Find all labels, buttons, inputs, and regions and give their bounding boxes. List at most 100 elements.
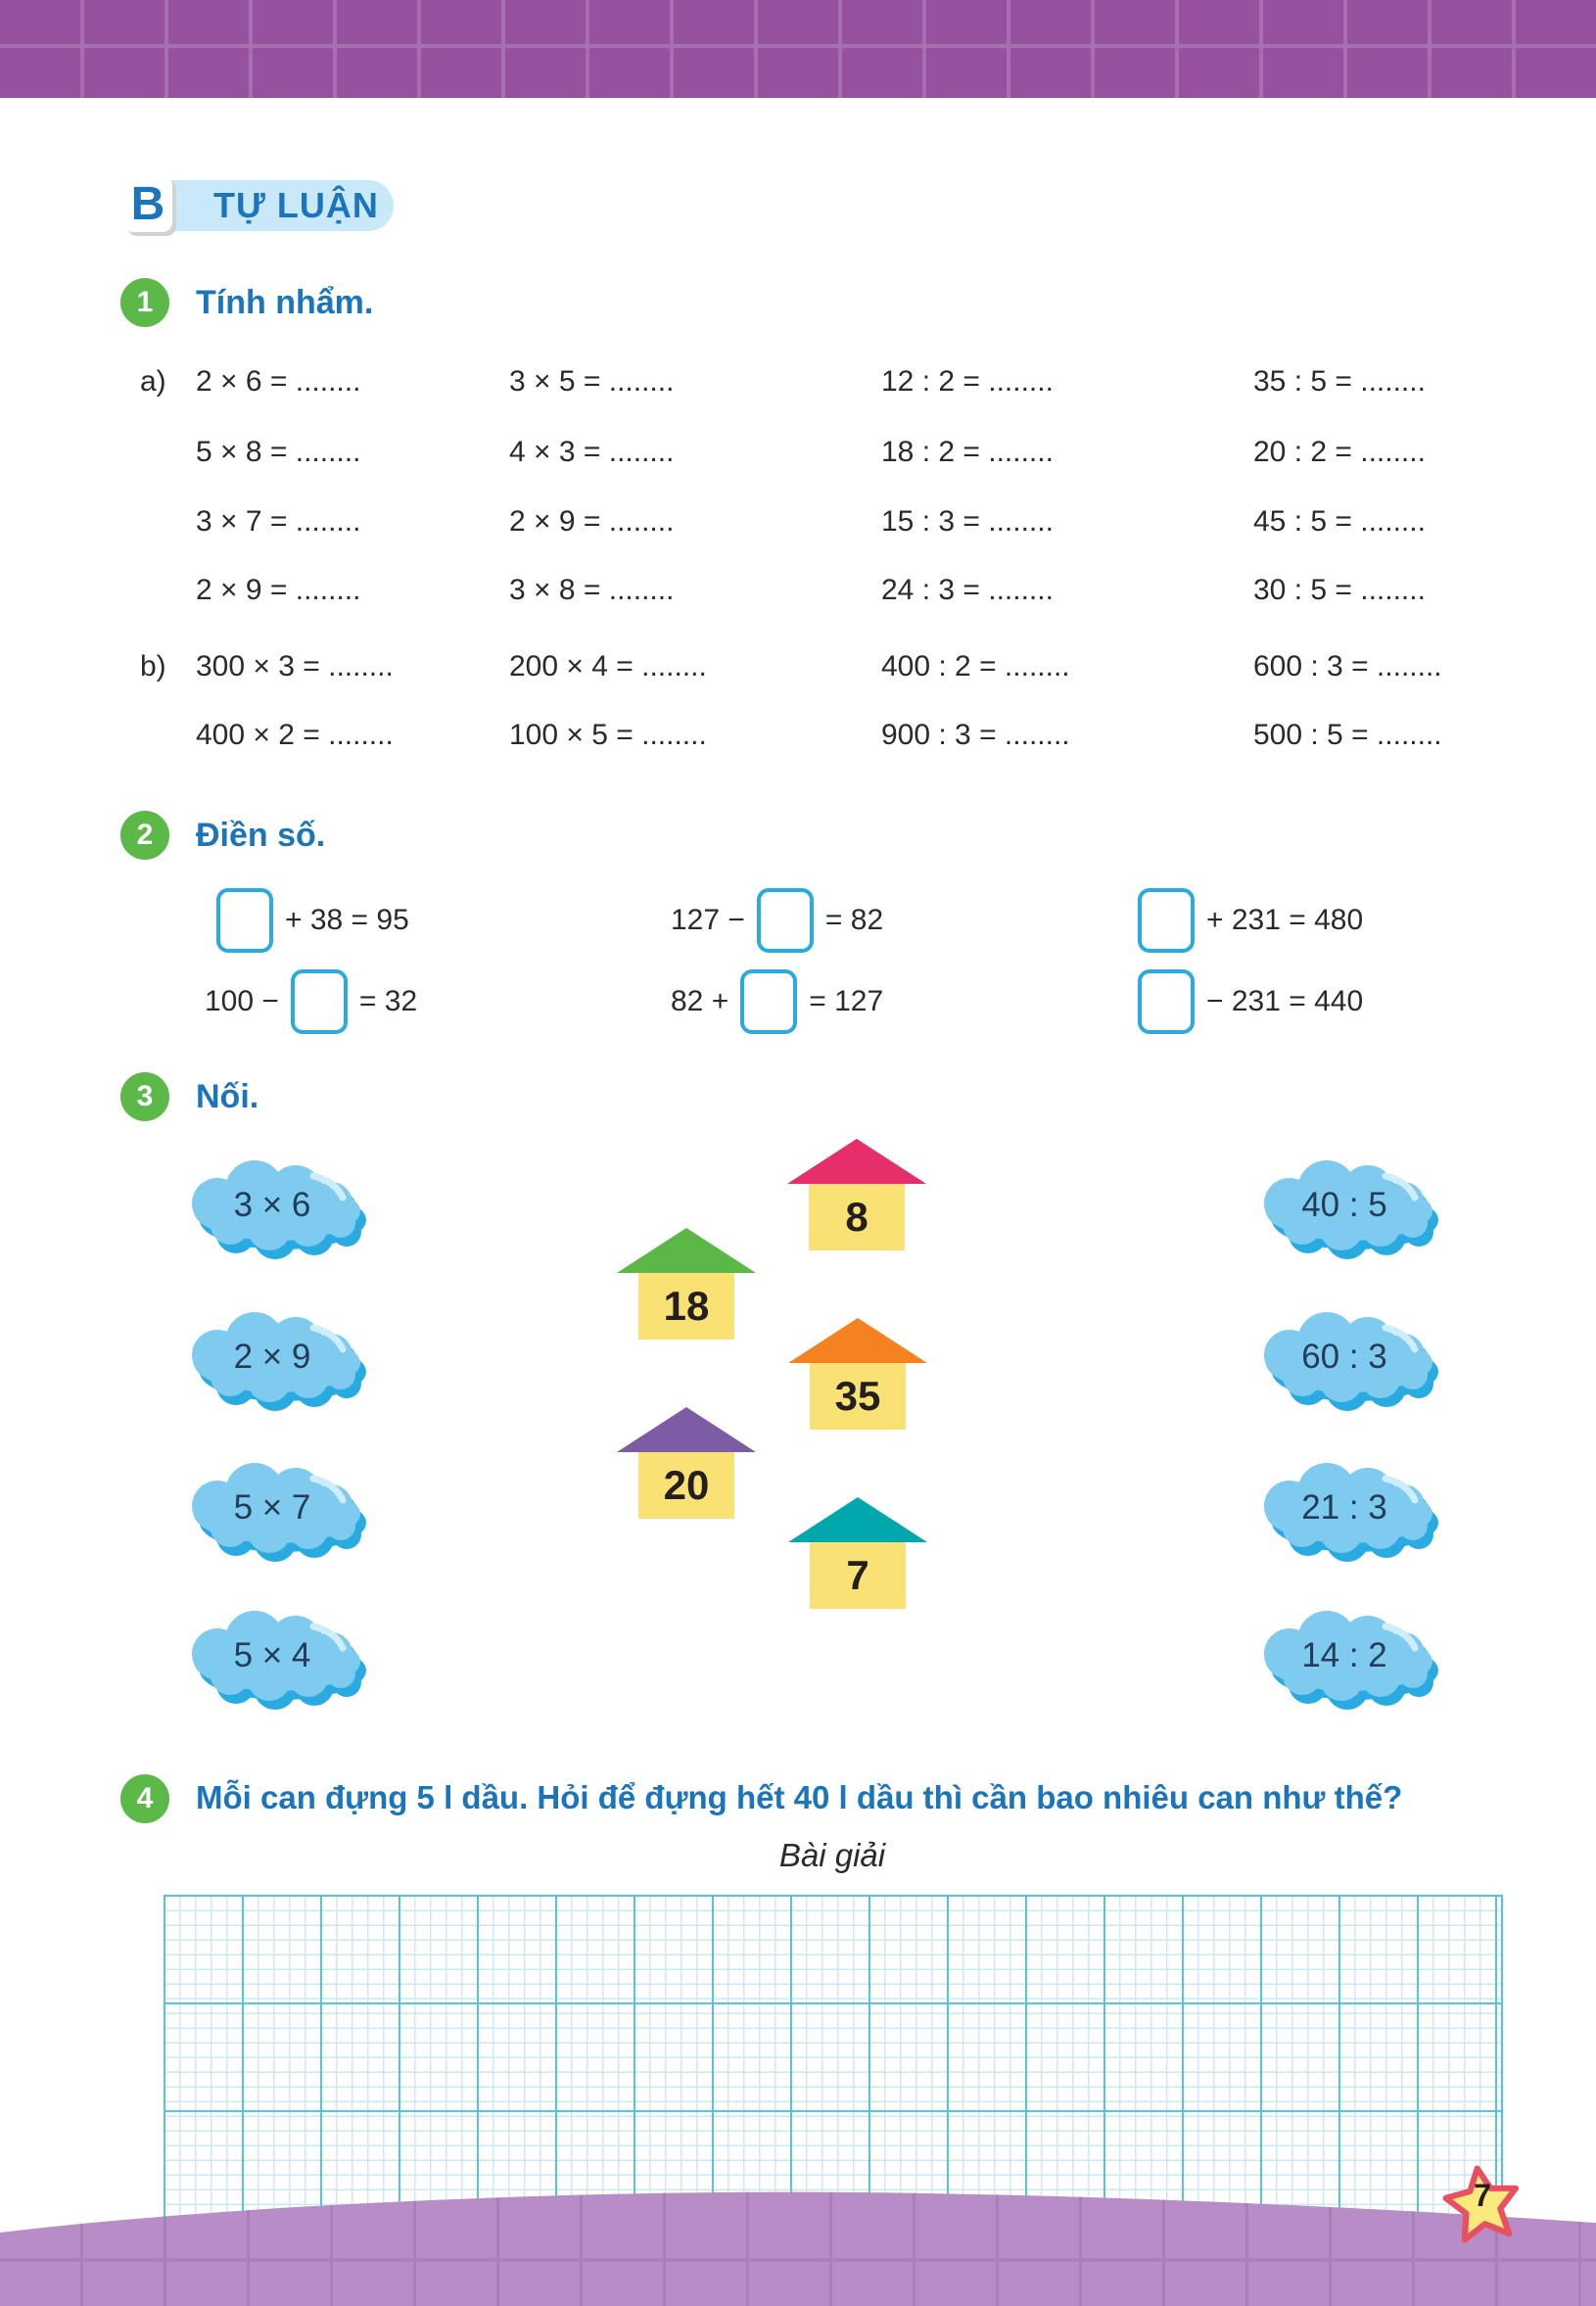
cloud-label: 5 × 7 [233, 1488, 311, 1527]
equation-row: 2 × 6 = ........ 3 × 5 = ........ 12 : 2… [196, 365, 1596, 404]
cloud-label: 21 : 3 [1301, 1488, 1387, 1527]
exercise1-title: Tính nhẩm. [196, 284, 374, 321]
fill-prefix: 82 + [671, 985, 729, 1017]
roof-triangle [788, 1318, 927, 1363]
answer-grid-paper[interactable] [164, 1895, 1503, 2222]
exercise3-title: Nối. [196, 1078, 259, 1115]
exercise2-title: Điền số. [196, 817, 326, 854]
house-number: 35 [810, 1363, 906, 1430]
fill-item: 127 − = 82 [671, 886, 883, 955]
equation: 2 × 9 = ........ [196, 574, 361, 606]
equation-row: 3 × 7 = ........ 2 × 9 = ........ 15 : 3… [196, 505, 1596, 544]
cloud-label: 5 × 4 [233, 1636, 311, 1674]
fill-prefix: 127 − [671, 904, 745, 936]
equation: 4 × 3 = ........ [509, 436, 675, 468]
equation-row: 300 × 3 = ........ 200 × 4 = ........ 40… [196, 650, 1596, 689]
fill-suffix: + 38 = 95 [285, 904, 409, 936]
fill-item: − 231 = 440 [1126, 967, 1363, 1036]
cloud-label: 3 × 6 [233, 1186, 311, 1224]
solution-label: Bài giải [778, 1837, 886, 1873]
equation: 200 × 4 = ........ [509, 650, 707, 682]
house-18[interactable]: 18 [617, 1228, 756, 1340]
part-a-label: a) [140, 365, 166, 398]
equation: 18 : 2 = ........ [881, 436, 1054, 468]
part-b-label: b) [140, 650, 166, 682]
exercise4-question: Mỗi can đựng 5 l dầu. Hỏi để đựng hết 40… [196, 1779, 1403, 1815]
answer-box[interactable] [1138, 888, 1195, 953]
section-title: TỰ LUẬN [213, 185, 379, 225]
fill-item: 100 − = 32 [205, 967, 417, 1036]
roof-triangle [617, 1228, 756, 1273]
equation: 20 : 2 = ........ [1253, 436, 1426, 468]
roof-triangle [787, 1139, 926, 1184]
cloud-right-3[interactable]: 21 : 3 [1248, 1457, 1454, 1565]
exercise1-badge: 1 [120, 278, 169, 327]
cloud-left-3[interactable]: 5 × 7 [176, 1457, 382, 1565]
fill-item: + 231 = 480 [1126, 886, 1363, 955]
equation: 300 × 3 = ........ [196, 650, 394, 682]
house-7[interactable]: 7 [788, 1497, 927, 1609]
answer-box[interactable] [216, 888, 273, 953]
equation-row: 2 × 9 = ........ 3 × 8 = ........ 24 : 3… [196, 574, 1596, 613]
equation: 600 : 3 = ........ [1253, 650, 1442, 682]
fill-suffix: = 127 [809, 985, 884, 1017]
house-number: 20 [638, 1452, 734, 1519]
page-number: 7 [1474, 2178, 1491, 2213]
answer-box[interactable] [290, 969, 348, 1034]
header-band [0, 0, 1596, 98]
cloud-label: 40 : 5 [1301, 1186, 1387, 1224]
equation: 400 : 2 = ........ [881, 650, 1070, 682]
equation: 500 : 5 = ........ [1253, 719, 1442, 751]
cloud-right-4[interactable]: 14 : 2 [1248, 1605, 1454, 1713]
fill-suffix: + 231 = 480 [1206, 904, 1364, 936]
equation: 900 : 3 = ........ [881, 719, 1070, 751]
answer-box[interactable] [756, 888, 814, 953]
equation: 2 × 9 = ........ [509, 505, 675, 538]
exercise2-badge: 2 [120, 811, 169, 860]
equation: 3 × 7 = ........ [196, 505, 361, 538]
house-number: 7 [810, 1542, 906, 1609]
fill-item: 82 + = 127 [671, 967, 883, 1036]
section-letter-badge: B [123, 175, 172, 232]
house-8[interactable]: 8 [787, 1139, 926, 1250]
cloud-right-2[interactable]: 60 : 3 [1248, 1306, 1454, 1414]
equation: 15 : 3 = ........ [881, 505, 1054, 538]
footer-band [0, 2191, 1596, 2306]
house-20[interactable]: 20 [617, 1407, 756, 1519]
fill-suffix: = 82 [824, 904, 884, 936]
equation: 400 × 2 = ........ [196, 719, 394, 751]
cloud-label: 2 × 9 [233, 1338, 311, 1376]
roof-triangle [617, 1407, 756, 1452]
house-number: 18 [638, 1273, 734, 1340]
cloud-label: 60 : 3 [1301, 1338, 1387, 1376]
answer-box[interactable] [740, 969, 798, 1034]
fill-suffix: = 32 [358, 985, 418, 1017]
fill-item: + 38 = 95 [205, 886, 409, 955]
equation: 2 × 6 = ........ [196, 365, 361, 398]
equation: 35 : 5 = ........ [1253, 365, 1426, 398]
cloud-left-1[interactable]: 3 × 6 [176, 1154, 382, 1262]
equation: 24 : 3 = ........ [881, 574, 1054, 606]
equation-row: 5 × 8 = ........ 4 × 3 = ........ 18 : 2… [196, 436, 1596, 475]
equation: 30 : 5 = ........ [1253, 574, 1426, 606]
equation: 12 : 2 = ........ [881, 365, 1054, 398]
cloud-left-2[interactable]: 2 × 9 [176, 1306, 382, 1414]
equation-row: 400 × 2 = ........ 100 × 5 = ........ 90… [196, 719, 1596, 758]
house-number: 8 [809, 1184, 905, 1250]
equation: 100 × 5 = ........ [509, 719, 707, 751]
roof-triangle [788, 1497, 927, 1542]
cloud-left-4[interactable]: 5 × 4 [176, 1605, 382, 1713]
exercise4-badge: 4 [120, 1774, 169, 1823]
section-header-pill: TỰ LUẬN [147, 180, 394, 231]
equation: 45 : 5 = ........ [1253, 505, 1426, 538]
house-35[interactable]: 35 [788, 1318, 927, 1430]
fill-suffix: − 231 = 440 [1206, 985, 1364, 1017]
equation: 3 × 5 = ........ [509, 365, 675, 398]
cloud-label: 14 : 2 [1301, 1636, 1387, 1674]
exercise3-badge: 3 [120, 1072, 169, 1121]
answer-box[interactable] [1138, 969, 1195, 1034]
fill-prefix: 100 − [205, 985, 279, 1017]
page-number-star: 7 [1439, 2162, 1526, 2248]
cloud-right-1[interactable]: 40 : 5 [1248, 1154, 1454, 1262]
